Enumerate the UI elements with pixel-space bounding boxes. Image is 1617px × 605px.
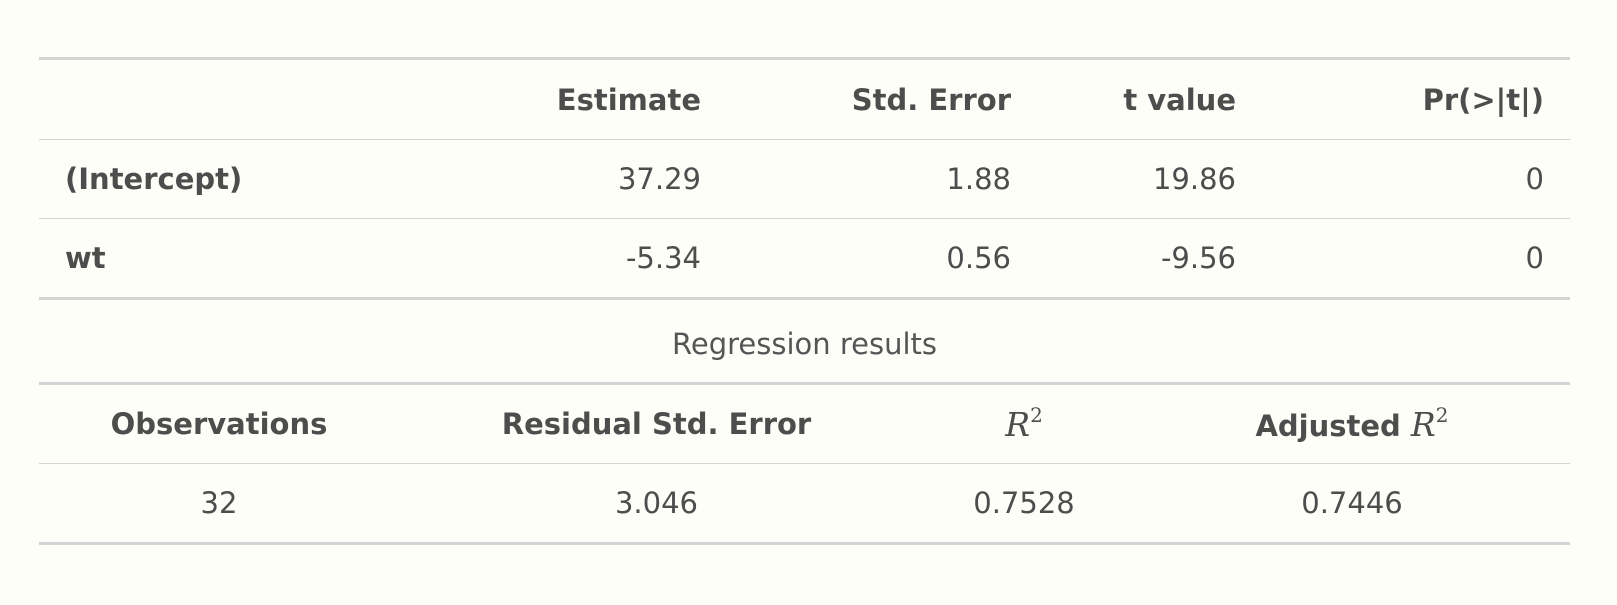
adjusted-r-squared-value: 0.7446 [1301, 486, 1403, 520]
std-error-cell: 0.56 [727, 218, 1037, 299]
table-row: wt -5.34 0.56 -9.56 0 [39, 218, 1570, 299]
regression-output: Estimate Std. Error t value Pr(>|t|) (In… [39, 57, 1570, 545]
std-error-cell: 1.88 [946, 162, 1011, 196]
std-error-column-header: Std. Error [727, 58, 1037, 140]
table-row: (Intercept) 37.29 1.88 19.86 0 [39, 140, 1570, 219]
residual-se-header: Residual Std. Error [399, 383, 914, 464]
term-cell: wt [39, 218, 441, 299]
t-value-column-header: t value [1037, 58, 1262, 140]
term-cell: (Intercept) [65, 162, 243, 196]
t-value-cell: 19.86 [1152, 162, 1236, 196]
estimate-column-header: Estimate [441, 58, 727, 140]
observations-header: Observations [39, 383, 399, 464]
adjusted-r-squared-symbol: R2 [1410, 402, 1449, 444]
adjusted-r-squared-header: Adjusted R2 [1134, 383, 1570, 464]
r-squared-value: 0.7528 [973, 486, 1075, 520]
estimate-cell: 37.29 [617, 162, 701, 196]
observations-value: 32 [200, 486, 238, 520]
term-column-header [39, 58, 441, 140]
r-squared-symbol: R2 [1005, 402, 1043, 444]
p-value-cell: 0 [1525, 162, 1544, 196]
coefficients-table: Estimate Std. Error t value Pr(>|t|) (In… [39, 57, 1570, 300]
model-summary-table: Observations Residual Std. Error R2 Adju… [39, 382, 1570, 545]
estimate-cell: -5.34 [441, 218, 727, 299]
p-value-column-header: Pr(>|t|) [1262, 58, 1570, 140]
t-value-cell: -9.56 [1037, 218, 1262, 299]
r-squared-header: R2 [914, 383, 1134, 464]
table-caption: Regression results [672, 327, 937, 361]
table-row: 32 3.046 0.7528 0.7446 [39, 464, 1570, 544]
summary-header-row: Observations Residual Std. Error R2 Adju… [39, 383, 1570, 464]
residual-se-value: 3.046 [614, 486, 699, 520]
p-value-cell: 0 [1262, 218, 1570, 299]
coefficients-header-row: Estimate Std. Error t value Pr(>|t|) [39, 58, 1570, 140]
